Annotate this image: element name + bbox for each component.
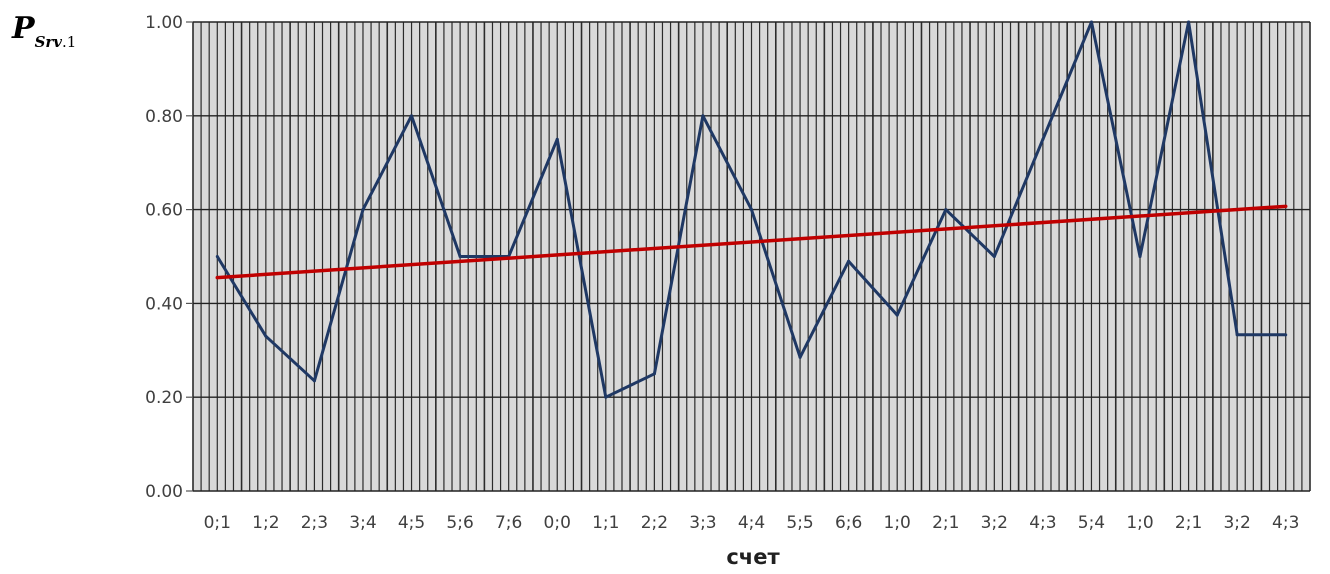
trendline <box>215 204 1288 280</box>
data-point <box>1041 137 1045 141</box>
x-tick-label: 4;4 <box>738 513 765 533</box>
data-point <box>798 355 802 359</box>
x-tick-label: 4;5 <box>398 513 425 533</box>
x-tick-label: 3;2 <box>1223 513 1250 533</box>
data-point <box>847 259 851 263</box>
data-point <box>750 208 753 212</box>
x-tick-label: 5;4 <box>1078 513 1105 533</box>
x-tick-label: 1;1 <box>592 513 619 533</box>
data-point <box>992 255 996 258</box>
data-point <box>458 255 462 258</box>
x-tick-label: 2;3 <box>301 513 328 533</box>
y-tick-label: 0.00 <box>145 482 183 502</box>
data-point <box>361 208 365 212</box>
x-tick-label: 3;3 <box>689 513 716 533</box>
y-tick-label: 0.40 <box>145 294 183 314</box>
x-tick-label: 1;0 <box>1126 513 1153 533</box>
data-point <box>1089 20 1093 24</box>
y-tick-label: 0.20 <box>145 388 183 408</box>
x-axis-ticks: 0;1 1;2 2;3 3;4 4;5 5;6 7;6 0;0 1;1 2;2 3;3 4;4 5;5 6… <box>204 513 1300 533</box>
y-axis-title-suffix: .1 <box>62 33 76 51</box>
y-tick-label: 0.60 <box>145 201 183 221</box>
data-point <box>604 395 608 399</box>
data-point <box>555 137 559 141</box>
x-tick-label: 4;3 <box>1272 513 1299 533</box>
x-tick-label: 0;0 <box>544 513 571 533</box>
x-tick-label: 0;1 <box>204 513 231 533</box>
data-point <box>410 114 414 118</box>
trendline-layer <box>215 204 1288 280</box>
x-tick-label: 2;2 <box>641 513 668 533</box>
x-tick-label: 2;1 <box>1175 513 1202 533</box>
x-tick-label: 1;0 <box>884 513 911 533</box>
data-point <box>652 372 656 376</box>
x-tick-label: 5;6 <box>446 513 473 533</box>
y-tick-label: 0.80 <box>145 107 183 127</box>
data-point <box>944 208 948 212</box>
y-tick-label: 1.00 <box>145 13 183 33</box>
y-axis-ticks: 0.00 0.20 0.40 0.60 0.80 1.00 <box>145 13 193 502</box>
x-tick-label: 3;4 <box>349 513 376 533</box>
data-point <box>1284 333 1288 337</box>
data-point <box>895 313 899 317</box>
x-tick-label: 1;2 <box>252 513 279 533</box>
y-axis-title-main: P <box>11 11 36 46</box>
data-point <box>1235 333 1239 337</box>
data-point <box>701 114 705 118</box>
data-point <box>264 334 268 338</box>
x-tick-label: 3;2 <box>981 513 1008 533</box>
x-tick-label: 2;1 <box>932 513 959 533</box>
x-axis-title: счет <box>726 545 780 569</box>
data-point <box>215 255 219 258</box>
data-point <box>1138 255 1142 258</box>
series-layer <box>215 20 1288 399</box>
major-gridlines <box>193 21 1310 492</box>
x-tick-label: 7;6 <box>495 513 522 533</box>
y-axis-title: PSrv.1 <box>11 11 76 51</box>
x-tick-label: 5;5 <box>786 513 813 533</box>
data-point <box>312 379 316 383</box>
y-axis-title-subscript: Srv <box>35 33 63 51</box>
data-point <box>1187 20 1191 24</box>
x-tick-label: 6;6 <box>835 513 862 533</box>
x-tick-label: 4;3 <box>1029 513 1056 533</box>
